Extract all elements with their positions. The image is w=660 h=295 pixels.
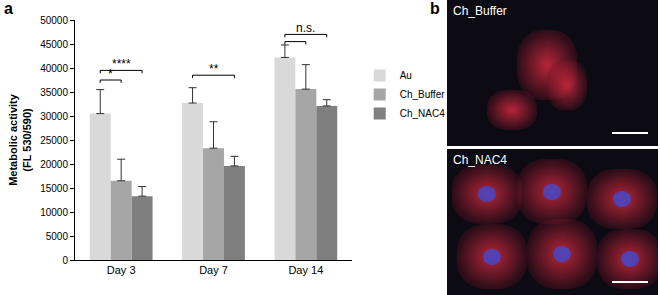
svg-text:*: * (108, 67, 113, 81)
svg-text:****: **** (112, 57, 131, 71)
svg-text:Au: Au (400, 70, 412, 81)
html-text:Ch_NAC4: Ch_NAC4 (453, 153, 507, 167)
svg-text:**: ** (209, 62, 219, 76)
svg-text:Ch_NAC4: Ch_NAC4 (400, 108, 445, 119)
svg-text:15000: 15000 (40, 183, 68, 194)
html-text:Ch_Buffer: Ch_Buffer (453, 4, 507, 18)
svg-text:20000: 20000 (40, 159, 68, 170)
html-text:b: b (430, 0, 440, 17)
svg-text:5000: 5000 (46, 231, 69, 242)
svg-text:n.s.: n.s. (296, 21, 315, 35)
svg-text:25000: 25000 (40, 135, 68, 146)
svg-text:10000: 10000 (40, 207, 68, 218)
svg-text:45000: 45000 (40, 39, 68, 50)
svg-text:Metabolic activity(FL 530/590): Metabolic activity(FL 530/590) (7, 93, 33, 186)
svg-text:35000: 35000 (40, 87, 68, 98)
html-text:a: a (4, 0, 13, 17)
svg-text:30000: 30000 (40, 111, 68, 122)
svg-text:Day 14: Day 14 (288, 264, 323, 276)
svg-text:Day 7: Day 7 (199, 264, 228, 276)
svg-text:0: 0 (62, 255, 68, 266)
svg-text:Ch_Buffer: Ch_Buffer (400, 89, 446, 100)
svg-text:40000: 40000 (40, 63, 68, 74)
svg-text:Day 3: Day 3 (107, 264, 136, 276)
svg-text:50000: 50000 (40, 15, 68, 26)
